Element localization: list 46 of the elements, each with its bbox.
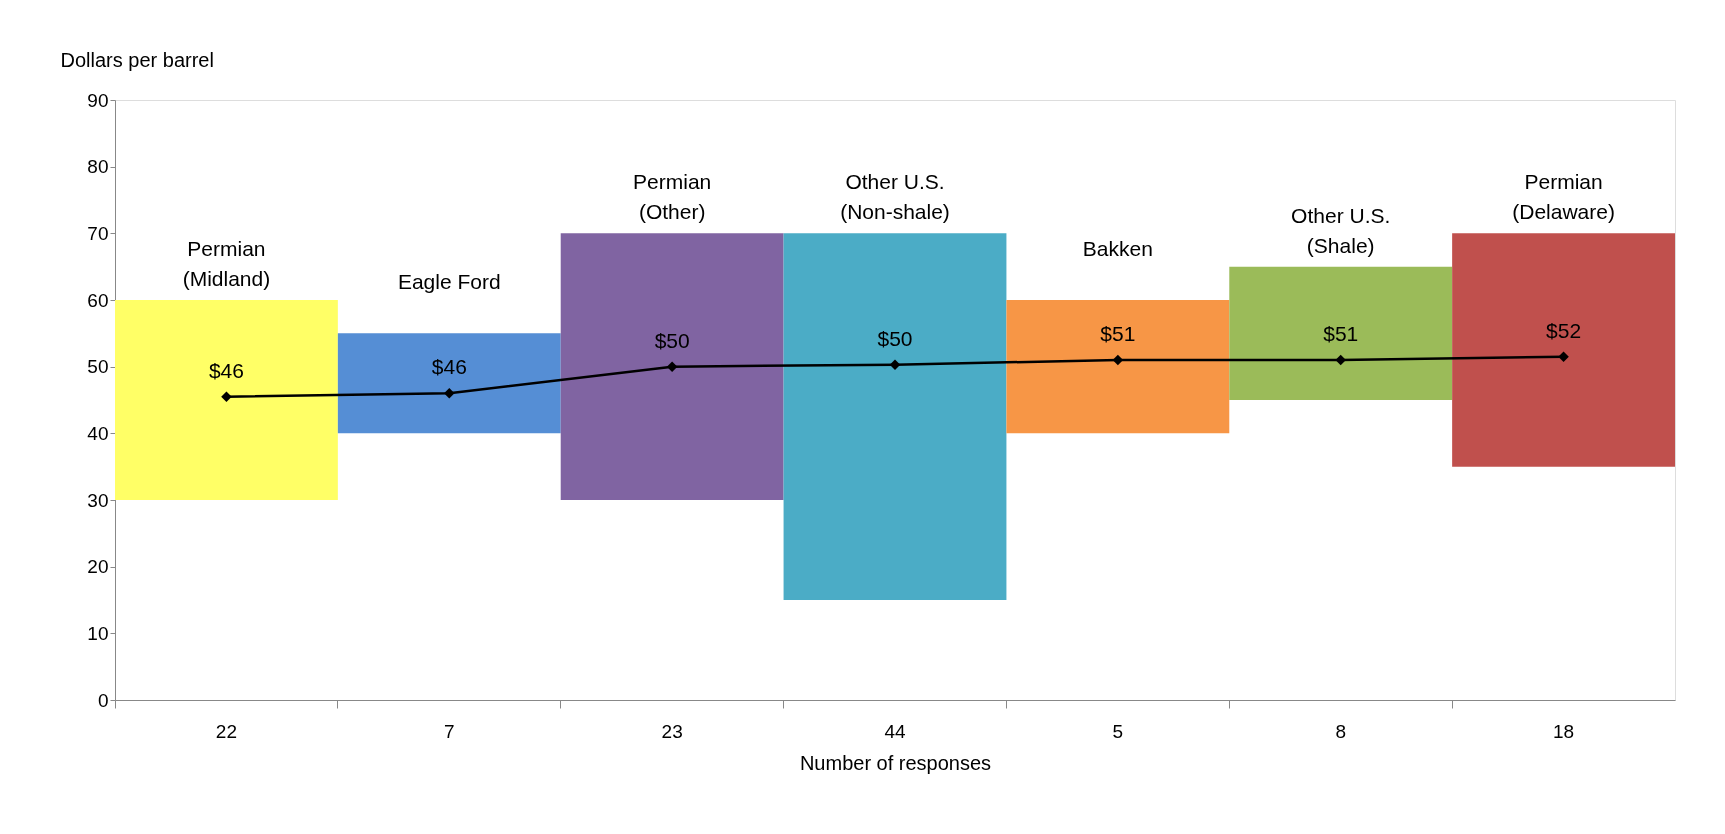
y-tick-label: 40 (87, 422, 109, 444)
point (889, 359, 901, 370)
x-tick-label: 7 (444, 720, 455, 742)
x-axis-title: Number of responses (799, 751, 992, 774)
y-axis-title: Dollars per barrel (60, 48, 214, 71)
point (444, 388, 455, 399)
data-label: $51 (1323, 322, 1359, 345)
annotation: Other U.S. (Non-shale) (840, 170, 950, 224)
data-label: $46 (431, 355, 467, 379)
y-tick-label: 0 (97, 689, 109, 711)
data-label: $51 (1100, 322, 1136, 345)
data-label: $46 (208, 358, 244, 382)
data-label: $52 (1546, 318, 1582, 342)
y-tick-label: 10 (87, 622, 109, 644)
bar (1452, 233, 1675, 467)
point (1558, 351, 1569, 362)
x-tick-label: 18 (1553, 720, 1575, 742)
x-tick-label: 8 (1335, 720, 1346, 742)
bar (1229, 266, 1453, 400)
annotation: Eagle Ford (397, 270, 501, 294)
x-tick-label: 23 (661, 720, 683, 742)
x-tick-label: 5 (1112, 720, 1124, 742)
annotation: Permian (Other) (633, 170, 712, 224)
bar (115, 300, 338, 500)
y-tick-label: 60 (87, 289, 109, 311)
y-tick-label: 20 (87, 556, 109, 578)
y-tick-label: 50 (87, 356, 109, 378)
y-tick-label: 30 (87, 489, 109, 511)
bar (1006, 300, 1230, 434)
x-tick-label: 44 (884, 720, 906, 742)
annotation: Bakken (1082, 237, 1153, 260)
annotation: Other U.S. (Shale) (1291, 203, 1391, 257)
bar (783, 233, 1007, 600)
annotation: Permian (Delaware) (1512, 170, 1615, 224)
point (1335, 354, 1346, 366)
point (666, 361, 678, 372)
annotation: Permian (Midland) (182, 237, 271, 290)
data-label: $50 (877, 326, 913, 350)
y-tick-label: 70 (87, 222, 109, 244)
point (221, 391, 232, 402)
bar (337, 333, 561, 434)
bar (560, 233, 784, 500)
data-label: $50 (654, 328, 690, 352)
x-tick-label: 22 (215, 720, 237, 742)
y-tick-label: 80 (87, 156, 109, 178)
y-tick-label: 90 (87, 89, 109, 111)
